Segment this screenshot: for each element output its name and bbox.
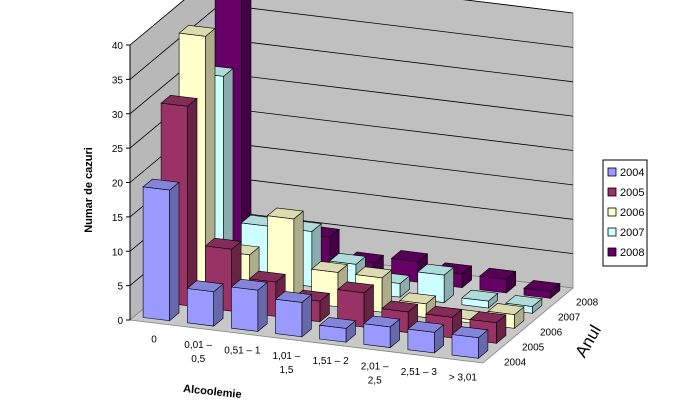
depth-tick-label: 2006 — [540, 328, 563, 339]
bar-2007-7 — [461, 289, 499, 309]
bar-2004-2 — [186, 280, 224, 327]
legend-swatch — [607, 227, 617, 237]
bar-2004-3 — [230, 278, 268, 333]
x-tick-label: 0,01 –0,5 — [184, 340, 212, 365]
depth-tick-label: 2004 — [504, 358, 527, 369]
y-tick-label: 25 — [112, 144, 124, 155]
legend-swatch — [607, 247, 617, 257]
y-tick-label: 20 — [112, 179, 124, 190]
y-tick-label: 35 — [112, 75, 124, 86]
depth-tick-label: 2005 — [522, 343, 545, 354]
y-tick-label: 0 — [117, 316, 123, 327]
depth-axis-ticks: 2004 2005 2006 2007 2008 — [504, 298, 599, 369]
bar-2004-1 — [142, 178, 180, 322]
legend-swatch — [607, 167, 617, 177]
x-axis-title: Alcoolemie — [183, 383, 243, 401]
x-tick-label: 2,51 – 3 — [401, 367, 438, 378]
bar-2004-5 — [318, 317, 357, 343]
y-tick-label: 30 — [112, 110, 124, 121]
bar-2004-4 — [274, 291, 313, 338]
x-tick-label: 0,51 – 1 — [224, 345, 261, 356]
bar-2008-7 — [479, 267, 517, 294]
y-axis-title: Numar de cazuri — [83, 147, 95, 233]
legend-swatch — [607, 187, 617, 197]
bar-2008-8 — [523, 280, 561, 299]
x-tick-label: 2,01 –2,5 — [361, 362, 389, 387]
bar-2005-5 — [336, 281, 375, 328]
legend-label: 2005 — [620, 187, 644, 199]
depth-tick-label: 2008 — [576, 298, 599, 309]
legend-label: 2006 — [620, 207, 644, 219]
x-tick-label: 1,51 – 2 — [312, 356, 349, 367]
y-tick-label: 40 — [112, 41, 124, 52]
bar-2007-8 — [505, 295, 543, 314]
y-tick-label: 5 — [117, 282, 123, 293]
legend-label: 2008 — [620, 247, 644, 259]
bar-2004-8 — [451, 326, 489, 359]
bars — [142, 0, 561, 359]
x-axis-ticks: 0 0,01 –0,5 0,51 – 1 1,01 –1,5 1,51 – 2 2,01 … — [151, 335, 477, 387]
bar-2004-6 — [363, 315, 401, 349]
x-tick-label: > 3,01 — [449, 372, 478, 383]
legend: 2004 2005 2006 2007 2008 — [602, 159, 648, 267]
x-tick-label: 1,01 –1,5 — [273, 351, 301, 376]
depth-axis-title: Anul — [572, 322, 605, 361]
x-tick-label: 0 — [151, 335, 157, 346]
y-tick-label: 10 — [112, 247, 124, 258]
gridline — [129, 0, 574, 46]
y-axis-ticks: 0 5 10 15 20 25 30 35 40 — [112, 41, 131, 327]
legend-swatch — [607, 207, 617, 217]
legend-label: 2004 — [620, 167, 644, 179]
y-tick-label: 15 — [112, 213, 124, 224]
legend-label: 2007 — [620, 227, 644, 239]
depth-tick-label: 2007 — [558, 313, 581, 324]
bar-2004-7 — [407, 320, 445, 354]
